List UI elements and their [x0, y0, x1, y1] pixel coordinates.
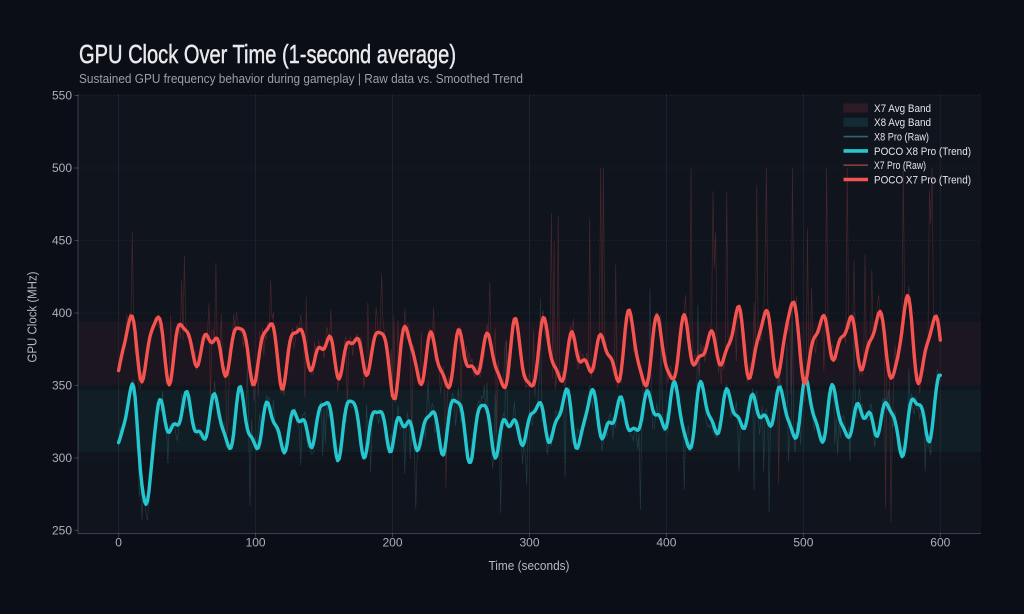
svg-text:300: 300	[52, 451, 72, 465]
svg-text:GPU Clock Over Time (1-second: GPU Clock Over Time (1-second average)	[79, 39, 456, 69]
svg-text:350: 350	[52, 379, 72, 393]
svg-text:0: 0	[115, 535, 122, 549]
svg-text:400: 400	[656, 535, 676, 549]
svg-text:500: 500	[793, 535, 813, 549]
svg-text:Time (seconds): Time (seconds)	[489, 559, 570, 573]
svg-text:400: 400	[52, 306, 72, 320]
svg-text:550: 550	[52, 89, 72, 103]
svg-text:500: 500	[52, 161, 72, 175]
svg-text:X8 Pro (Raw): X8 Pro (Raw)	[874, 132, 929, 144]
svg-text:POCO X7 Pro (Trend): POCO X7 Pro (Trend)	[874, 174, 971, 186]
svg-text:300: 300	[519, 535, 539, 549]
svg-text:200: 200	[382, 535, 402, 549]
svg-text:100: 100	[246, 535, 266, 549]
svg-text:Sustained GPU frequency behavi: Sustained GPU frequency behavior during …	[79, 72, 523, 86]
svg-text:X7 Pro (Raw): X7 Pro (Raw)	[874, 160, 926, 172]
svg-text:450: 450	[52, 234, 72, 248]
svg-text:X7 Avg Band: X7 Avg Band	[874, 103, 931, 115]
svg-text:X8 Avg Band: X8 Avg Band	[874, 117, 931, 129]
svg-text:250: 250	[52, 524, 72, 538]
svg-text:POCO X8 Pro (Trend): POCO X8 Pro (Trend)	[874, 146, 971, 158]
svg-text:600: 600	[930, 535, 950, 549]
svg-text:GPU Clock (MHz): GPU Clock (MHz)	[26, 272, 40, 363]
